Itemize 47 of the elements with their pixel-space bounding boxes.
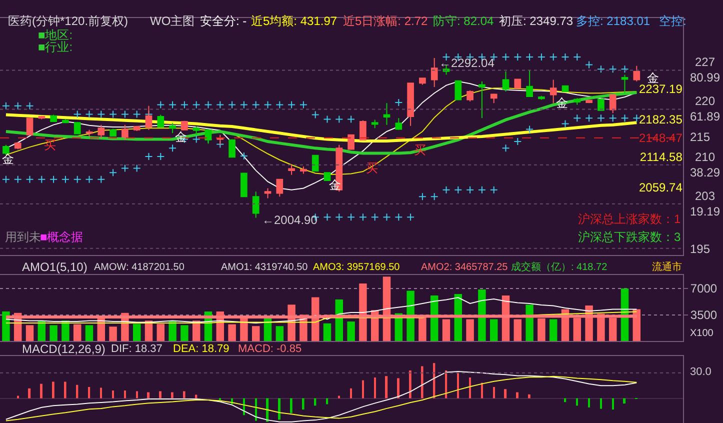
text: DIF: 18.37 bbox=[111, 343, 162, 355]
text: 215 bbox=[690, 130, 710, 144]
annotation: WO主图 bbox=[150, 14, 195, 28]
annotation: ■概念据 bbox=[40, 230, 84, 244]
text: MACD: -0.85 bbox=[238, 343, 302, 355]
annotation: 初压: 2349.73 bbox=[499, 14, 574, 28]
text: 195 bbox=[690, 242, 710, 256]
annotation: 沪深总上涨家数：1 bbox=[578, 212, 681, 226]
annotation: 沪深总下跌家数：3 bbox=[578, 230, 681, 244]
text: 空控: bbox=[659, 14, 686, 28]
annotation: 多控: 2183.01 bbox=[576, 14, 650, 28]
text: AMO2: 3465787.25 bbox=[421, 262, 508, 273]
annotation: 防守: 82.04 bbox=[433, 14, 494, 28]
text: 成交额（亿）: 418.72 bbox=[511, 261, 608, 273]
text: 流通市 bbox=[652, 261, 682, 273]
annotation: 买 bbox=[414, 143, 426, 157]
annotation: 金 bbox=[556, 96, 568, 110]
text: 30.0 bbox=[690, 366, 712, 378]
y-tick-label: 2059.74 bbox=[639, 180, 683, 194]
y-tick-label: 2182.35 bbox=[639, 112, 683, 126]
chart-title: MACD(12,26,9) bbox=[22, 342, 106, 356]
annotation: ■地区: bbox=[38, 28, 73, 42]
annotation: 买 bbox=[44, 138, 56, 152]
text: AMO3: 3957169.50 bbox=[313, 262, 400, 273]
annotation: ■行业: bbox=[38, 40, 73, 54]
annotation: 金 bbox=[2, 152, 14, 166]
annotation: 近5日涨幅: 2.72 bbox=[343, 14, 428, 28]
annotation: 近5均额: 431.97 bbox=[251, 14, 338, 28]
text: 210 38.29 bbox=[690, 150, 720, 180]
y-tick-label: 7000 bbox=[690, 282, 718, 296]
y-tick-label: 3500 bbox=[690, 308, 718, 322]
text: 220 61.89 bbox=[690, 94, 720, 124]
text: X100 bbox=[690, 328, 714, 339]
y-tick-label: 2114.58 bbox=[640, 150, 683, 164]
text: AMO1: 4319740.50 bbox=[221, 262, 308, 273]
chart-title: 医药(分钟*120.前复权) bbox=[8, 14, 128, 28]
annotation: 金 bbox=[175, 130, 187, 144]
text: 227 80.99 bbox=[690, 55, 720, 85]
annotation: 安全分: - bbox=[200, 14, 247, 28]
y-tick-label: 2148.47 bbox=[639, 131, 683, 146]
text: AMOW: 4187201.50 bbox=[94, 262, 185, 273]
annotation: ←2292.04 bbox=[439, 56, 495, 70]
annotation: 用到未 bbox=[5, 230, 41, 244]
annotation: ←2004.90 bbox=[262, 213, 318, 227]
text: DEA: 18.79 bbox=[173, 343, 230, 355]
text: 203 19.19 bbox=[690, 189, 720, 219]
chart-title: AMO1(5,10) bbox=[22, 260, 88, 274]
